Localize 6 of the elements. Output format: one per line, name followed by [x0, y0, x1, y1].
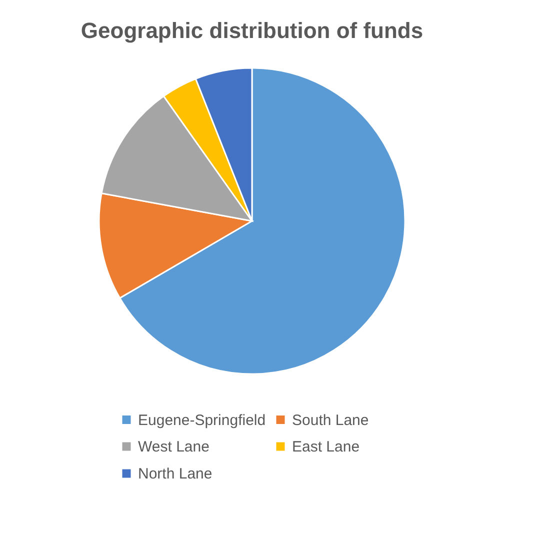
legend-label: Eugene-Springfield	[138, 412, 266, 429]
chart-title: Geographic distribution of funds	[80, 18, 424, 43]
legend-label: West Lane	[138, 438, 210, 456]
legend-label: North Lane	[138, 466, 212, 482]
legend-label: South Lane	[292, 412, 369, 429]
legend-label: East Lane	[292, 438, 360, 456]
